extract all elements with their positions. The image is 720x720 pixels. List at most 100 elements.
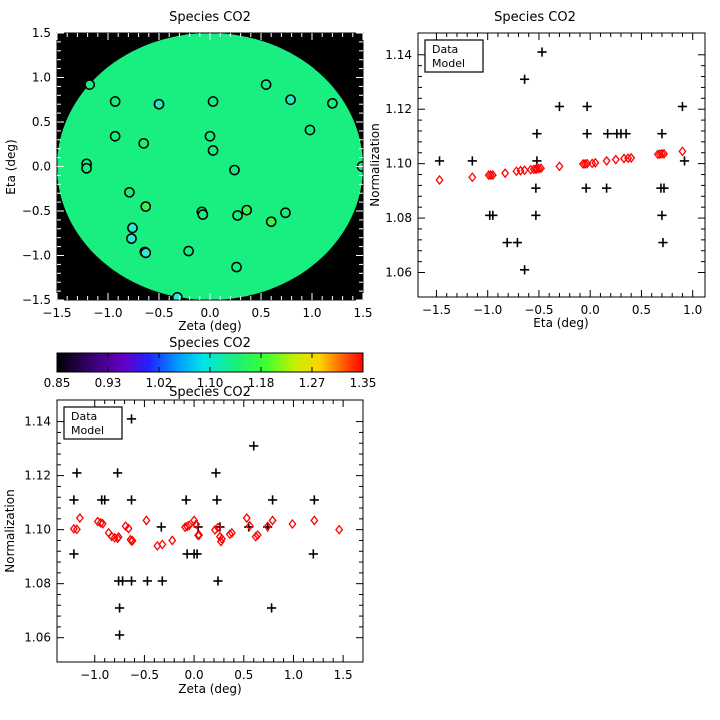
map-source-marker[interactable] (204, 130, 216, 142)
map-source-marker[interactable] (280, 207, 291, 219)
model-diamond-marker[interactable] (534, 163, 543, 174)
model-diamond-marker[interactable] (142, 515, 151, 526)
map-source-marker[interactable] (265, 216, 277, 228)
map-source-marker[interactable] (285, 94, 296, 106)
zeta-xtick-label: −1.0 (80, 668, 109, 682)
colorbar-title-top: Species CO2 (169, 336, 251, 351)
model-diamond-marker[interactable] (263, 521, 272, 532)
eta-xtick-label: 0.5 (632, 303, 651, 317)
model-diamond-marker[interactable] (216, 536, 225, 547)
map-source-marker[interactable] (153, 98, 165, 110)
model-diamond-marker[interactable] (217, 533, 226, 544)
model-diamond-marker[interactable] (659, 148, 669, 159)
map-source-marker[interactable] (138, 138, 150, 149)
map-xtick-label: −1.5 (42, 306, 71, 320)
map-points[interactable] (81, 79, 367, 302)
model-diamond-marker[interactable] (75, 512, 84, 524)
model-diamond-marker[interactable] (501, 168, 510, 179)
map-source-marker[interactable] (260, 79, 272, 90)
map-source-marker[interactable] (126, 233, 137, 244)
eta-title: Species CO2 (494, 10, 576, 25)
eta-ytick-label: 1.14 (385, 48, 412, 62)
model-diamond-marker[interactable] (245, 520, 254, 531)
map-source-marker[interactable] (140, 247, 152, 259)
map-source-marker[interactable] (81, 162, 92, 174)
colorbar-tick-label: 1.10 (197, 376, 224, 390)
model-diamond-marker[interactable] (555, 161, 564, 172)
model-diamond-marker[interactable] (242, 512, 251, 524)
map-source-marker[interactable] (127, 222, 138, 234)
model-diamond-marker[interactable] (72, 524, 81, 535)
model-diamond-marker[interactable] (183, 521, 192, 532)
eta-svg: Species CO2 −1.5 −1.0 −0.5 0.0 0.5 1.0 1.06 1.0… (370, 10, 706, 330)
model-diamond-marker[interactable] (588, 158, 597, 169)
model-diamond-marker[interactable] (536, 163, 546, 174)
model-diamond-marker[interactable] (678, 146, 687, 157)
eta-points[interactable] (434, 47, 690, 275)
map-source-marker[interactable] (172, 291, 183, 302)
model-diamond-marker[interactable] (310, 515, 319, 526)
model-diamond-marker[interactable] (124, 523, 133, 534)
model-diamond-marker[interactable] (114, 531, 123, 542)
map-ytick-label: 1.0 (32, 71, 51, 85)
model-diamond-marker[interactable] (486, 170, 495, 181)
model-diamond-marker[interactable] (627, 152, 636, 163)
model-diamond-marker[interactable] (227, 527, 236, 538)
map-source-marker[interactable] (207, 145, 219, 156)
model-diamond-marker[interactable] (488, 170, 497, 181)
map-source-marker[interactable] (197, 209, 209, 220)
model-diamond-marker[interactable] (624, 153, 633, 164)
model-diamond-marker[interactable] (225, 529, 234, 540)
model-diamond-marker[interactable] (158, 539, 167, 550)
zeta-ytick-label: 1.08 (24, 577, 51, 591)
model-diamond-marker[interactable] (210, 524, 219, 535)
model-diamond-marker[interactable] (435, 174, 444, 186)
model-diamond-marker[interactable] (69, 523, 78, 534)
map-source-marker[interactable] (183, 245, 194, 257)
model-diamond-marker[interactable] (335, 524, 344, 535)
model-diamond-marker[interactable] (96, 517, 105, 528)
map-title: Species CO2 (169, 10, 251, 25)
map-source-marker[interactable] (124, 186, 135, 198)
model-diamond-marker[interactable] (581, 158, 590, 169)
model-diamond-marker[interactable] (288, 518, 297, 530)
zeta-xtick-label: 1.5 (334, 668, 353, 682)
model-diamond-marker[interactable] (128, 535, 137, 546)
map-source-marker[interactable] (229, 164, 240, 176)
map-source-marker[interactable] (304, 124, 316, 136)
map-source-marker[interactable] (84, 79, 95, 90)
model-diamond-marker[interactable] (611, 154, 620, 165)
map-source-marker[interactable] (109, 130, 121, 142)
model-diamond-marker[interactable] (185, 520, 194, 531)
map-source-marker[interactable] (140, 201, 152, 212)
map-xtick-label: −1.0 (93, 306, 122, 320)
model-diamond-marker[interactable] (253, 530, 262, 541)
model-diamond-marker[interactable] (602, 155, 611, 166)
model-diamond-marker[interactable] (110, 532, 119, 543)
map-source-marker[interactable] (207, 96, 219, 107)
map-source-marker[interactable] (232, 210, 243, 221)
model-diamond-marker[interactable] (468, 172, 477, 183)
map-xtick-label: 0.5 (251, 306, 270, 320)
zeta-points[interactable] (69, 414, 344, 640)
model-diamond-marker[interactable] (268, 515, 277, 526)
model-diamond-marker[interactable] (181, 522, 190, 533)
model-diamond-marker[interactable] (190, 515, 199, 526)
model-diamond-marker[interactable] (213, 522, 222, 533)
map-source-marker[interactable] (327, 97, 338, 109)
zeta-ytick-label: 1.06 (24, 631, 51, 645)
zeta-title: Species CO2 (169, 385, 251, 400)
model-diamond-marker[interactable] (195, 530, 204, 541)
model-diamond-marker[interactable] (192, 519, 201, 530)
model-diamond-marker[interactable] (251, 531, 260, 542)
map-source-marker[interactable] (231, 261, 242, 273)
model-diamond-marker[interactable] (591, 157, 600, 168)
model-diamond-marker[interactable] (657, 148, 666, 159)
map-source-marker[interactable] (241, 204, 253, 216)
model-diamond-marker[interactable] (168, 535, 177, 546)
map-ytick-label: 0.5 (32, 115, 51, 129)
map-ytick-label: 1.5 (32, 26, 51, 40)
model-diamond-marker[interactable] (520, 165, 529, 176)
model-diamond-marker[interactable] (98, 518, 107, 529)
map-source-marker[interactable] (109, 96, 121, 107)
